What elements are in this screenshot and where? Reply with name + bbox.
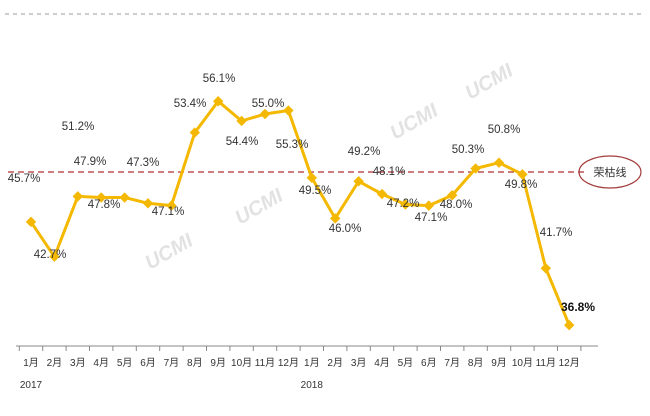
data-label-6: 47.1% — [152, 206, 185, 218]
data-label-18: 48.0% — [440, 199, 473, 211]
x-tick-label-14: 2月 — [327, 357, 343, 369]
data-point-5 — [119, 192, 130, 203]
data-point-1 — [25, 216, 37, 228]
data-point-15 — [353, 176, 364, 187]
data-point-24 — [563, 319, 575, 331]
x-axis-years: 2017 2018 — [20, 380, 323, 391]
x-tick-label-5: 5月 — [117, 357, 133, 369]
data-point-6 — [142, 198, 154, 209]
data-point-17 — [400, 199, 411, 210]
data-label-5: 47.3% — [127, 157, 160, 169]
x-tick-label-19: 7月 — [444, 357, 460, 369]
x-axis-ticks: 1月 2月 3月 4月 5月 6月 7月 8月 9月 10月 11月 12月 1月 2月 3月 4月 5月 6月 7… — [18, 346, 582, 369]
x-tick-label-12: 12月 — [278, 357, 299, 369]
x-tick-label-9: 9月 — [210, 357, 226, 369]
x-tick-label-17: 5月 — [398, 357, 414, 369]
watermark-1: UCMI — [142, 230, 198, 275]
data-point-9 — [212, 96, 224, 107]
x-tick-label-15: 3月 — [351, 357, 367, 369]
x-tick-label-7: 7月 — [164, 357, 180, 369]
data-point-18 — [423, 200, 435, 211]
x-tick-label-22: 10月 — [512, 357, 533, 369]
x-tick-label-3: 3月 — [70, 357, 86, 369]
data-point-12 — [283, 105, 294, 116]
data-point-14 — [329, 213, 341, 224]
data-point-10 — [236, 115, 247, 127]
data-point-19 — [446, 189, 458, 201]
x-tick-label-6: 6月 — [140, 357, 156, 369]
watermark-layer: UCMI UCMI UCMI UCMI — [142, 60, 518, 275]
data-label-3: 51.2% — [62, 121, 95, 133]
data-label-21: 49.8% — [505, 179, 538, 191]
data-point-22 — [517, 169, 528, 180]
data-label-19: 50.3% — [452, 144, 485, 156]
x-tick-label-2: 2月 — [47, 357, 63, 369]
data-label-8: 56.1% — [203, 73, 236, 85]
x-year-label-2017: 2017 — [20, 380, 43, 391]
data-label-16: 47.2% — [387, 198, 420, 210]
reference-line-label: 荣枯线 — [594, 165, 627, 179]
data-label-13: 46.0% — [329, 223, 362, 235]
data-label-2: 42.7% — [34, 249, 67, 261]
data-label-9: 54.4% — [226, 136, 259, 148]
x-tick-label-13: 1月 — [304, 357, 320, 369]
data-label-11: 55.3% — [276, 139, 309, 151]
x-tick-label-11: 11月 — [255, 357, 275, 369]
x-tick-label-16: 4月 — [374, 357, 390, 369]
data-label-23: 36.8% — [561, 300, 595, 314]
x-tick-label-1: 1月 — [23, 357, 39, 369]
data-point-23 — [540, 263, 552, 274]
data-point-4 — [95, 192, 107, 203]
x-tick-label-8: 8月 — [187, 357, 203, 369]
data-label-22: 41.7% — [540, 227, 573, 239]
data-label-7: 53.4% — [174, 98, 207, 110]
data-labels: 45.7% 42.7% 51.2% 47.8% 47.3% 47.1% 53.4% 56.1%… — [8, 73, 596, 314]
data-point-11 — [259, 108, 271, 120]
watermark-4: UCMI — [462, 60, 518, 105]
data-label-10: 55.0% — [252, 98, 285, 110]
data-point-16 — [376, 188, 388, 200]
watermark-2: UCMI — [232, 185, 288, 230]
data-label-24: 47.9% — [74, 156, 107, 168]
x-tick-label-24: 12月 — [559, 357, 580, 369]
data-point-3 — [72, 191, 84, 202]
data-label-17: 47.1% — [415, 212, 448, 224]
data-point-7 — [166, 200, 177, 211]
watermark-3: UCMI — [387, 100, 443, 145]
series-points — [25, 96, 575, 331]
x-tick-label-18: 6月 — [421, 357, 437, 369]
data-label-12: 49.5% — [299, 185, 332, 197]
data-point-20 — [470, 163, 481, 174]
x-tick-label-23: 11月 — [536, 357, 556, 369]
x-year-label-2018: 2018 — [301, 380, 324, 391]
data-point-13 — [306, 172, 318, 184]
data-label-4: 47.8% — [88, 199, 121, 211]
x-tick-label-20: 8月 — [468, 357, 484, 369]
data-label-1: 45.7% — [8, 173, 41, 185]
data-label-20: 50.8% — [488, 124, 521, 136]
data-point-21 — [493, 157, 505, 168]
x-tick-label-4: 4月 — [93, 357, 109, 369]
data-point-2 — [49, 251, 60, 262]
data-label-14: 49.2% — [348, 146, 381, 158]
x-tick-label-10: 10月 — [231, 357, 252, 369]
x-tick-label-21: 9月 — [491, 357, 507, 369]
data-label-15: 48.1% — [373, 166, 406, 178]
data-point-8 — [189, 127, 201, 138]
reference-line-label-outline — [578, 155, 642, 189]
